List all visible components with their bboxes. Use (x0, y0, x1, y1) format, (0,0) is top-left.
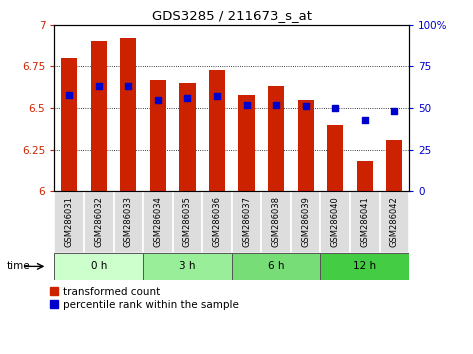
Bar (54, 191, 84, 253)
Bar (327, 125, 343, 191)
Point (124, 84, 132, 89)
Bar (320, 253, 409, 280)
Point (243, 102, 250, 108)
Bar (114, 191, 143, 253)
Bar (268, 86, 284, 191)
Point (65, 92, 73, 97)
Bar (357, 161, 373, 191)
Bar (350, 191, 379, 253)
Bar (54, 253, 143, 280)
Text: GSM286039: GSM286039 (301, 196, 310, 247)
Bar (386, 139, 403, 191)
Point (154, 97, 162, 102)
Text: time: time (7, 261, 31, 272)
Bar (232, 253, 320, 280)
Text: GSM286041: GSM286041 (360, 196, 369, 247)
Bar (320, 191, 350, 253)
Text: GSM286033: GSM286033 (124, 196, 133, 247)
Bar (238, 95, 254, 191)
Bar (143, 191, 173, 253)
Text: 12 h: 12 h (353, 261, 377, 272)
Text: GSM286042: GSM286042 (390, 196, 399, 247)
Title: GDS3285 / 211673_s_at: GDS3285 / 211673_s_at (152, 9, 312, 22)
Bar (150, 80, 166, 191)
Point (391, 108, 398, 114)
Text: GSM286035: GSM286035 (183, 196, 192, 247)
Bar (202, 191, 232, 253)
Point (184, 95, 191, 101)
Bar (143, 253, 232, 280)
Bar (379, 191, 409, 253)
Bar (261, 191, 291, 253)
Point (332, 105, 339, 111)
Bar (298, 99, 314, 191)
Bar (291, 191, 320, 253)
Bar (173, 191, 202, 253)
Point (95, 84, 103, 89)
Point (272, 102, 280, 108)
Bar (232, 191, 261, 253)
Bar (91, 41, 107, 191)
Text: GSM286038: GSM286038 (272, 196, 280, 247)
Bar (209, 70, 225, 191)
Text: GSM286036: GSM286036 (212, 196, 221, 247)
Text: GSM286034: GSM286034 (153, 196, 162, 247)
Text: 6 h: 6 h (268, 261, 284, 272)
Point (213, 93, 221, 99)
Legend: transformed count, percentile rank within the sample: transformed count, percentile rank withi… (50, 287, 238, 310)
Point (302, 103, 309, 109)
Bar (179, 83, 195, 191)
Text: 3 h: 3 h (179, 261, 196, 272)
Point (361, 117, 368, 122)
Text: GSM286040: GSM286040 (331, 196, 340, 247)
Text: GSM286037: GSM286037 (242, 196, 251, 247)
Bar (84, 191, 114, 253)
Bar (120, 38, 136, 191)
Text: GSM286032: GSM286032 (94, 196, 103, 247)
Text: GSM286031: GSM286031 (65, 196, 74, 247)
Bar (61, 58, 77, 191)
Text: 0 h: 0 h (90, 261, 107, 272)
